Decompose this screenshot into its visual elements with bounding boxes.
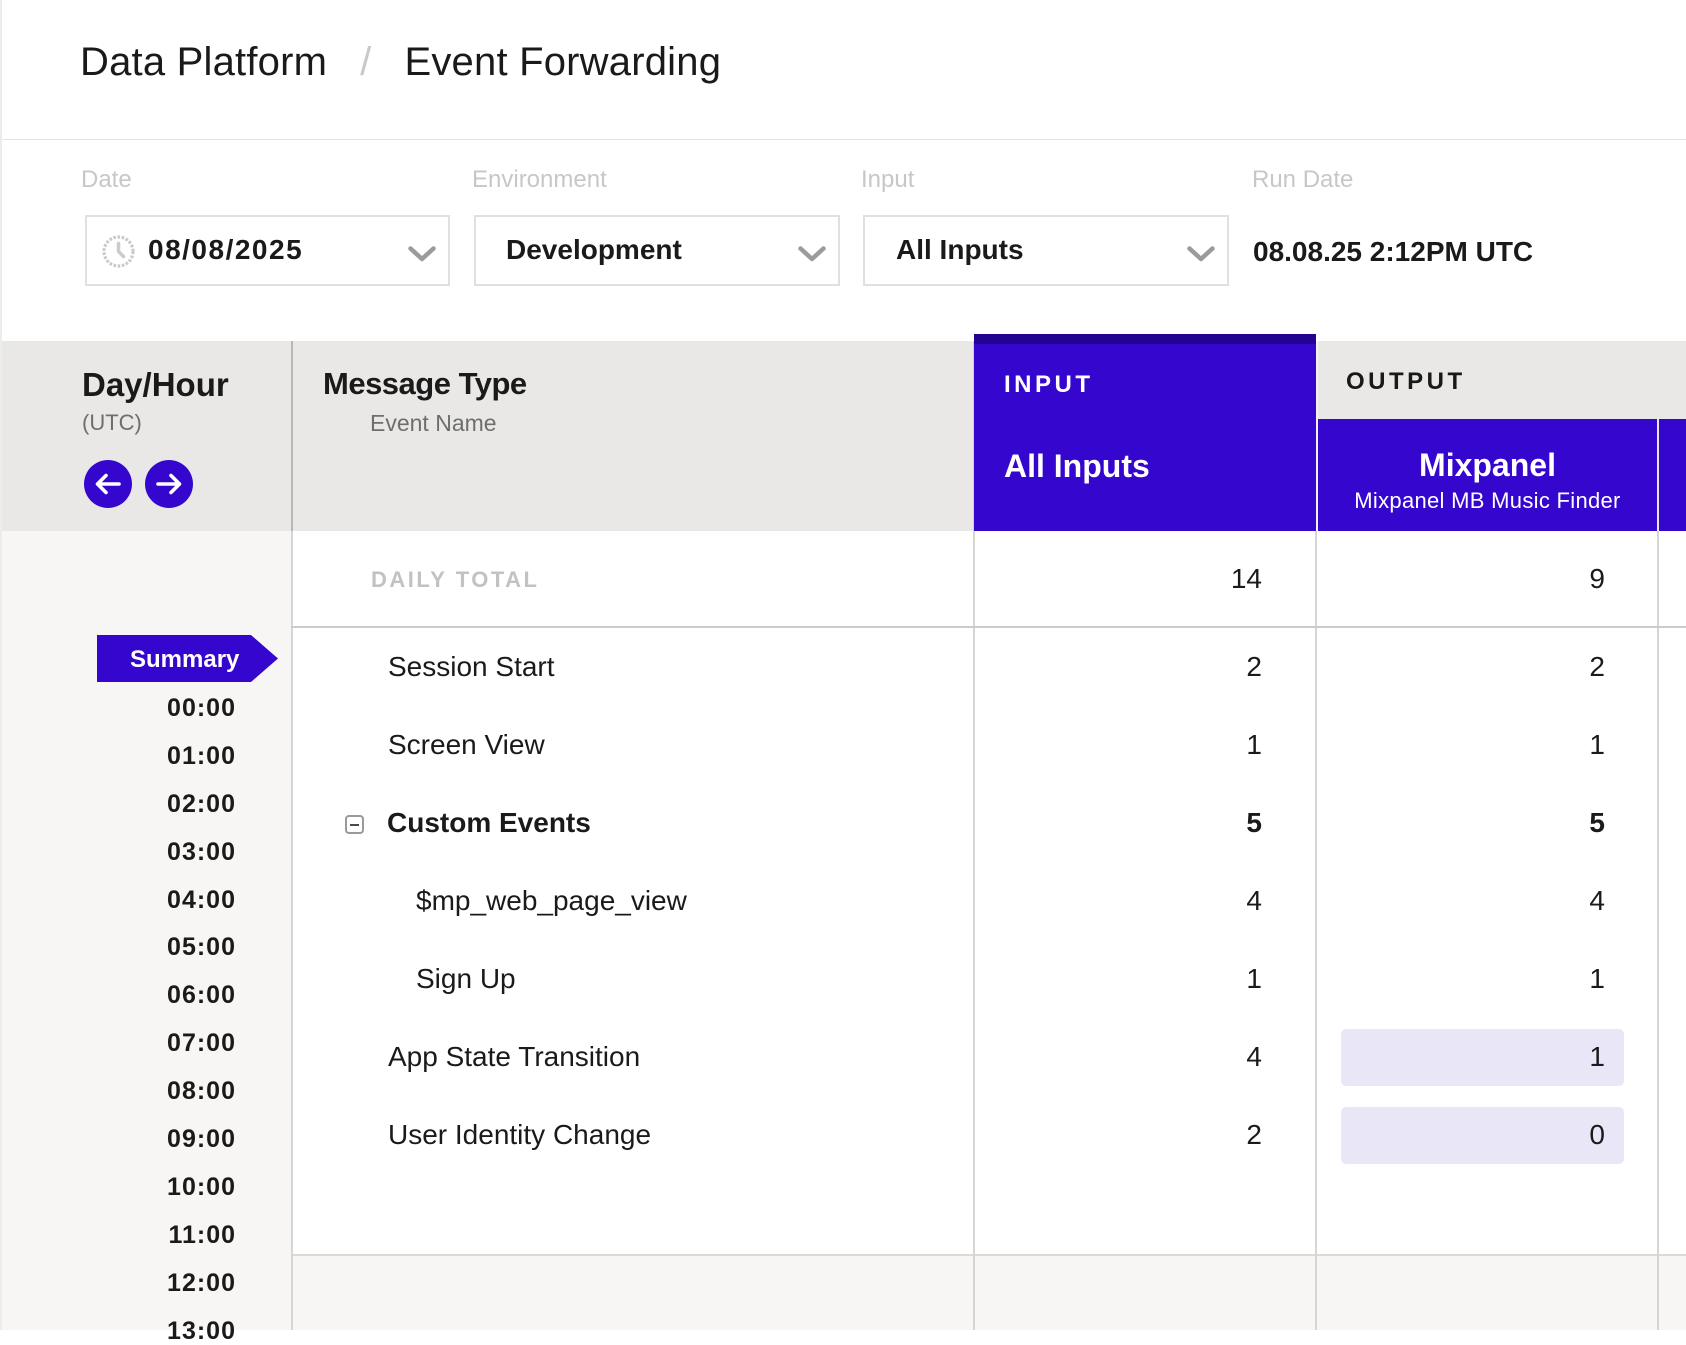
svg-text:Summary: Summary — [130, 646, 240, 673]
